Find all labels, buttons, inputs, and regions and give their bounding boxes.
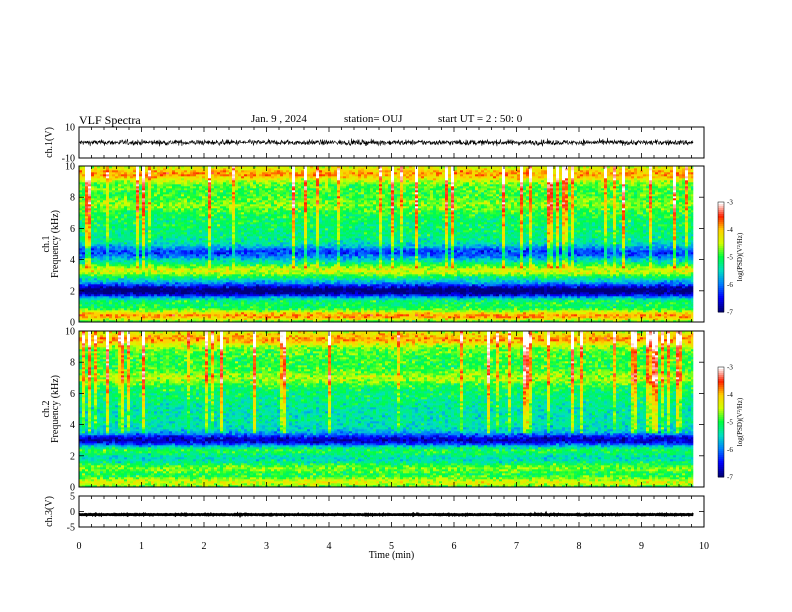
x-tick-label: 10 [699, 541, 709, 552]
ch1-spectrogram-ytick-label: 4 [70, 255, 75, 266]
ch1-spectrogram-ytick-label: 8 [70, 193, 75, 204]
ch3-waveform-ytick-label: 0 [70, 507, 75, 518]
x-axis-label: Time (min) [369, 550, 414, 561]
ch2-spectrogram-colorbar-tick: -5 [727, 419, 733, 427]
ch3-waveform-ytick-label: 5 [70, 492, 75, 503]
ch2-spectrogram-ytick-label: 2 [70, 451, 75, 462]
ch1-spectrogram-ytick-label: 10 [65, 162, 75, 173]
ch2-spectrogram-colorbar-label: log(PSD)(V²/Hz) [736, 397, 744, 446]
ch1-spectrogram-colorbar-tick: -4 [727, 226, 733, 234]
ch2-spectrogram-colorbar-tick: -7 [727, 474, 733, 482]
ch2-spectrogram-colorbar-tick: -4 [727, 391, 733, 399]
ch1-spectrogram-colorbar-tick: -7 [727, 309, 733, 317]
x-tick-label: 4 [327, 541, 332, 552]
ch1-spectrogram-colorbar-tick: -3 [727, 199, 733, 207]
ch2-spectrogram-ytick-label: 10 [65, 327, 75, 338]
ch1-waveform-ytick-label: 10 [65, 123, 75, 134]
ch1-spectrogram-ytick-label: 6 [70, 224, 75, 235]
x-tick-label: 2 [202, 541, 207, 552]
x-tick-label: 3 [264, 541, 269, 552]
vlf-spectra-figure: 10-10ch.1(V)0246810ch.1Frequency (kHz)-3… [0, 0, 792, 612]
ch1-waveform-ylabel: ch.1(V) [44, 127, 55, 158]
x-tick-label: 9 [639, 541, 644, 552]
ch3-waveform-ticks [79, 496, 704, 527]
ch2-spectrogram-colorbar-tick: -3 [727, 364, 733, 372]
ch3-waveform-ylabel: ch.3(V) [44, 496, 55, 527]
ch3-waveform-trace [79, 514, 693, 515]
ch1-spectrogram-colorbar [718, 202, 724, 313]
ch1-spectrogram-ylabel-unit: Frequency (kHz) [50, 210, 61, 278]
ch2-spectrogram-ytick-label: 4 [70, 420, 75, 431]
ch2-spectrogram-image [79, 331, 704, 487]
ch1-spectrogram-colorbar-tick: -5 [727, 254, 733, 262]
x-tick-label: 8 [577, 541, 582, 552]
ch1-spectrogram-image [79, 166, 704, 322]
ch1-waveform-trace [79, 138, 693, 147]
ch1-spectrogram-colorbar-tick: -6 [727, 281, 733, 289]
ch2-spectrogram-ylabel-unit: Frequency (kHz) [50, 375, 61, 443]
ch2-spectrogram-ytick-label: 8 [70, 358, 75, 369]
ch3-waveform-ytick-label: -5 [67, 523, 75, 534]
ch1-spectrogram-ytick-label: 2 [70, 286, 75, 297]
ch1-spectrogram-colorbar-label: log(PSD)(V²/Hz) [736, 232, 744, 281]
ch2-spectrogram-colorbar-tick: -6 [727, 446, 733, 454]
ch2-spectrogram-colorbar [718, 367, 724, 478]
ch2-spectrogram-ytick-label: 6 [70, 389, 75, 400]
x-tick-label: 0 [77, 541, 82, 552]
x-tick-label: 1 [139, 541, 144, 552]
x-tick-label: 6 [452, 541, 457, 552]
x-tick-label: 7 [514, 541, 519, 552]
